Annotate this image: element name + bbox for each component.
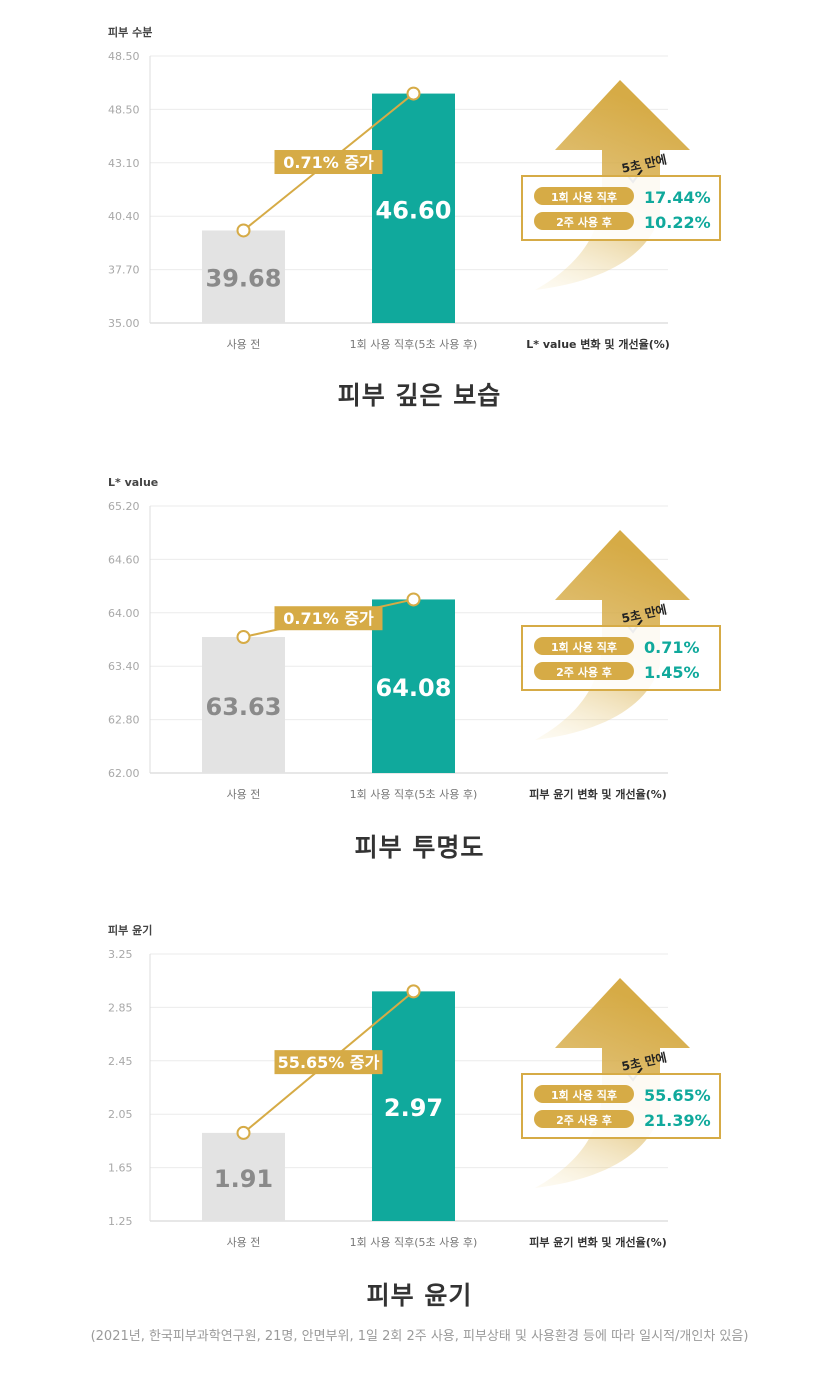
chart-1: 피부 수분 48.50 48.50 43.10 40.40 37.70 35.00 39.68…: [108, 25, 721, 351]
callout-item-label: 2주 사용 후: [556, 215, 612, 229]
y-tick-label: 65.20: [108, 500, 140, 513]
bar-after: [372, 599, 455, 773]
y-tick-label: 3.25: [108, 948, 133, 961]
y-tick-label: 64.00: [108, 607, 140, 620]
callout-item-label: 1회 사용 직후: [551, 640, 617, 654]
y-tick-label: 48.50: [108, 50, 140, 63]
callout-pill: [534, 637, 634, 655]
bar-before: [202, 636, 285, 773]
x-tick-label: 1회 사용 직후(5초 사용 후): [350, 788, 478, 801]
callout-pill: [534, 1085, 634, 1103]
callout-item-value: 55.65%: [644, 1086, 711, 1105]
y-tick-label: 2.45: [108, 1055, 133, 1068]
bar-after: [372, 93, 455, 323]
callout-item-value: 0.71%: [644, 638, 700, 657]
callout-pill: [534, 187, 634, 205]
increase-point-after: [406, 592, 421, 607]
x-tick-label: 사용 전: [227, 1236, 261, 1249]
x-tick-label: 1회 사용 직후(5초 사용 후): [350, 338, 478, 351]
y-axis-label: 피부 수분: [108, 25, 152, 39]
y-tick-label: 37.70: [108, 264, 140, 277]
y-tick-label: 63.40: [108, 660, 140, 673]
increase-point-before: [236, 223, 251, 238]
increase-point-after: [406, 86, 421, 101]
y-tick-label: 35.00: [108, 317, 140, 330]
callout-item-value: 10.22%: [644, 213, 711, 232]
increase-label: 0.71% 증가: [283, 609, 374, 628]
chart-title-2: 피부 투명도: [354, 833, 485, 862]
y-tick-label: 64.60: [108, 553, 140, 566]
y-axis-label: L* value: [108, 476, 158, 489]
callout-item-label: 1회 사용 직후: [551, 190, 617, 204]
x-tick-label: 사용 전: [227, 338, 261, 351]
x-tick-label-side: 피부 윤기 변화 및 개선율(%): [529, 787, 667, 801]
callout-item-label: 2주 사용 후: [556, 665, 612, 679]
chart-title-3: 피부 윤기: [366, 1281, 473, 1310]
increase-label: 0.71% 증가: [283, 153, 374, 172]
bar-value-label: 63.63: [206, 693, 282, 721]
chart-3: 피부 윤기 3.25 2.85 2.45 2.05 1.65 1.25 1.91 사용 전 2.9…: [108, 923, 721, 1249]
callout-item-value: 17.44%: [644, 188, 711, 207]
increase-label-box: [274, 606, 383, 631]
y-tick-label: 43.10: [108, 157, 140, 170]
x-tick-label: 사용 전: [227, 788, 261, 801]
increase-point-before: [236, 1125, 251, 1140]
callout-item-value: 1.45%: [644, 663, 700, 682]
bar-value-label: 64.08: [376, 674, 452, 702]
callout-pill: [534, 212, 634, 230]
chart-title-1: 피부 깊은 보습: [337, 381, 502, 410]
callout-pill: [534, 1110, 634, 1128]
y-tick-label: 62.80: [108, 714, 140, 727]
x-tick-label-side: L* value 변화 및 개선율(%): [526, 337, 670, 351]
bar-value-label: 46.60: [376, 196, 452, 224]
increase-label-box: [274, 1050, 383, 1075]
increase-point-before: [236, 629, 251, 644]
y-axis-label: 피부 윤기: [108, 923, 152, 937]
y-tick-label: 2.05: [108, 1108, 133, 1121]
chart-panel-1: 피부 수분 48.50 48.50 43.10 40.40 37.70 35.00 39.68…: [0, 0, 839, 440]
footnote: (2021년, 한국피부과학연구원, 21명, 안면부위, 1일 2회 2주 사…: [90, 1329, 749, 1344]
increase-point-after: [406, 984, 421, 999]
y-tick-label: 62.00: [108, 767, 140, 780]
bar-value-label: 1.91: [214, 1165, 273, 1193]
callout-item-value: 21.39%: [644, 1111, 711, 1130]
x-tick-label: 1회 사용 직후(5초 사용 후): [350, 1236, 478, 1249]
callout-item-label: 2주 사용 후: [556, 1113, 612, 1127]
callout-pill: [534, 662, 634, 680]
y-tick-label: 40.40: [108, 210, 140, 223]
increase-label: 55.65% 증가: [278, 1053, 380, 1072]
x-tick-label-side: 피부 윤기 변화 및 개선율(%): [529, 1235, 667, 1249]
bar-value-label: 39.68: [206, 265, 282, 293]
y-tick-label: 1.25: [108, 1215, 133, 1228]
bar-before: [202, 1132, 285, 1221]
chart-panel-2: L* value 65.20 64.60 64.00 63.40 62.80 62.00 63…: [0, 450, 839, 880]
callout-item-label: 1회 사용 직후: [551, 1088, 617, 1102]
bar-before: [202, 230, 285, 323]
chart-2: L* value 65.20 64.60 64.00 63.40 62.80 62.00 63…: [108, 476, 721, 801]
bar-after: [372, 991, 455, 1221]
y-tick-label: 2.85: [108, 1001, 133, 1014]
y-tick-label: 48.50: [108, 103, 140, 116]
y-tick-label: 1.65: [108, 1162, 133, 1175]
chart-panel-3: 피부 윤기 3.25 2.85 2.45 2.05 1.65 1.25 1.91 사용 전 2.9…: [0, 898, 839, 1318]
increase-label-box: [274, 150, 383, 175]
bar-value-label: 2.97: [384, 1094, 443, 1122]
